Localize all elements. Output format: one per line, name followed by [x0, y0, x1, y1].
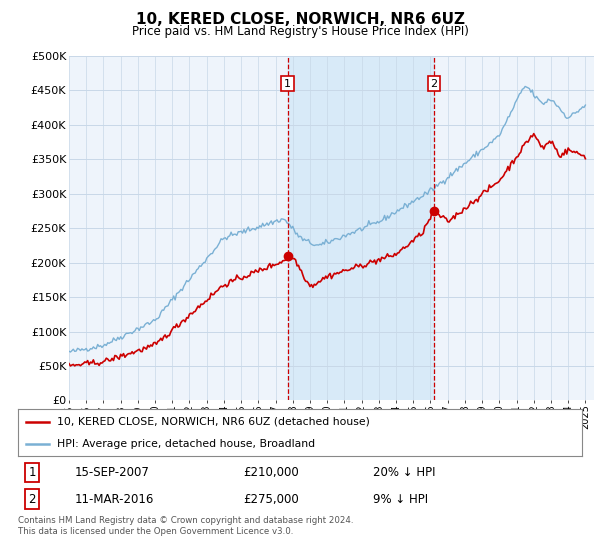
Text: 1: 1 — [284, 78, 291, 88]
Text: 15-SEP-2007: 15-SEP-2007 — [74, 466, 149, 479]
Text: 1: 1 — [28, 466, 36, 479]
Bar — [287, 56, 434, 400]
Text: 2: 2 — [430, 78, 437, 88]
Text: £210,000: £210,000 — [244, 466, 299, 479]
Text: £275,000: £275,000 — [244, 493, 299, 506]
Text: 2: 2 — [28, 493, 36, 506]
Text: 10, KERED CLOSE, NORWICH, NR6 6UZ: 10, KERED CLOSE, NORWICH, NR6 6UZ — [136, 12, 464, 27]
Text: 20% ↓ HPI: 20% ↓ HPI — [373, 466, 436, 479]
Text: Price paid vs. HM Land Registry's House Price Index (HPI): Price paid vs. HM Land Registry's House … — [131, 25, 469, 38]
Text: HPI: Average price, detached house, Broadland: HPI: Average price, detached house, Broa… — [58, 438, 316, 449]
Text: 10, KERED CLOSE, NORWICH, NR6 6UZ (detached house): 10, KERED CLOSE, NORWICH, NR6 6UZ (detac… — [58, 417, 370, 427]
Text: 9% ↓ HPI: 9% ↓ HPI — [373, 493, 428, 506]
Text: 11-MAR-2016: 11-MAR-2016 — [74, 493, 154, 506]
Text: Contains HM Land Registry data © Crown copyright and database right 2024.
This d: Contains HM Land Registry data © Crown c… — [18, 516, 353, 536]
